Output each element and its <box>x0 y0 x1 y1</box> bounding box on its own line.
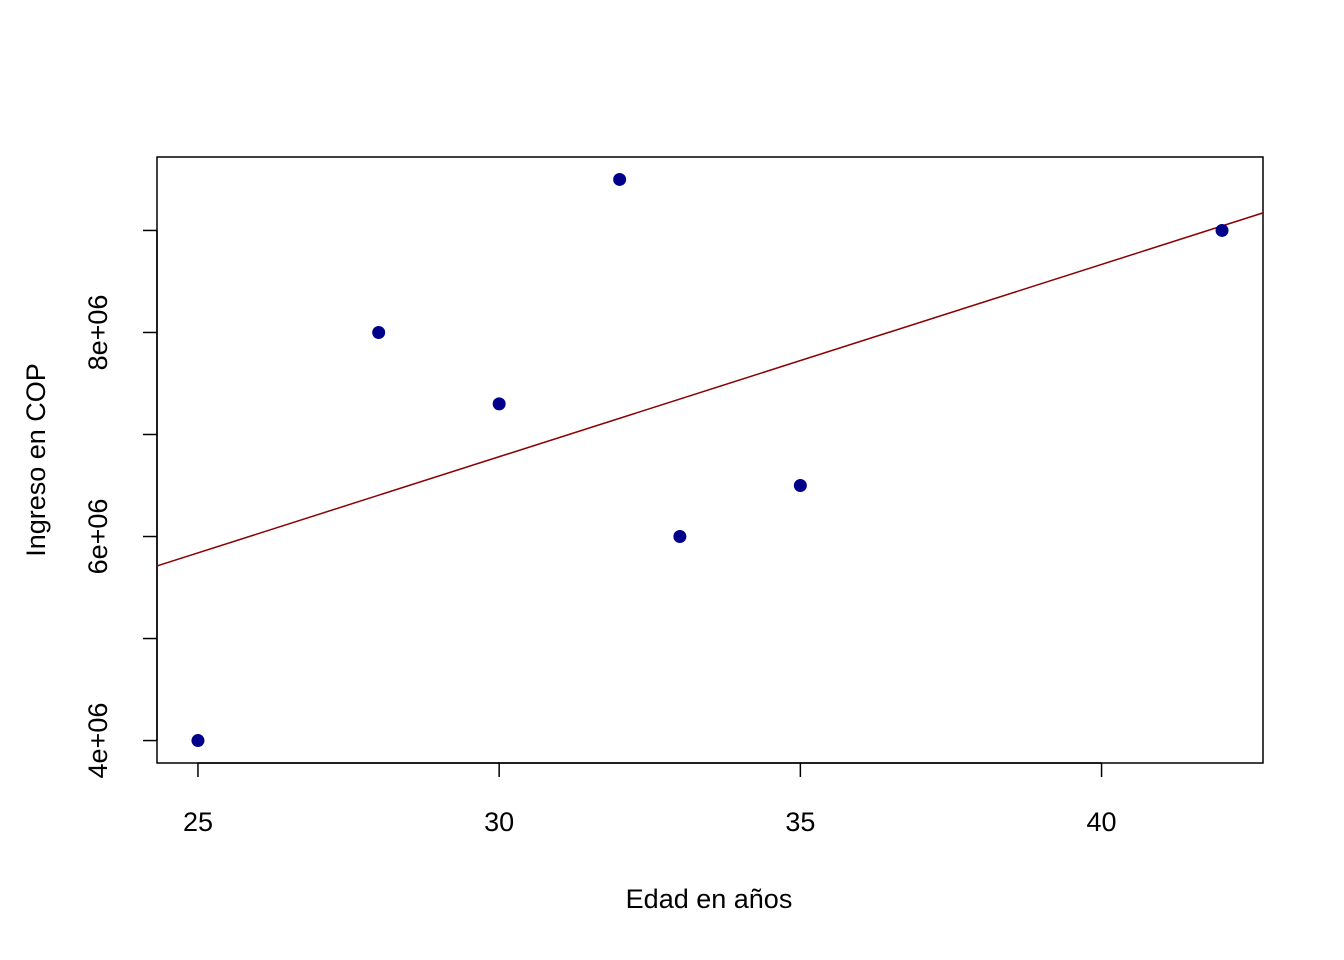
point <box>492 397 506 411</box>
trend-line <box>156 212 1264 567</box>
y-tick-label: 8e+06 <box>83 295 113 371</box>
x-tick-label: 30 <box>484 807 514 837</box>
point <box>613 172 627 186</box>
x-tick-label: 35 <box>785 807 815 837</box>
plot-frame <box>156 156 1264 764</box>
point <box>673 530 687 544</box>
point <box>191 734 205 748</box>
point <box>1215 223 1229 237</box>
y-tick-label: 4e+06 <box>83 703 113 779</box>
x-axis-title: Edad en años <box>626 884 793 914</box>
y-axis-title: Ingreso en COP <box>21 363 51 557</box>
point <box>372 325 386 339</box>
x-tick-label: 25 <box>183 807 213 837</box>
y-tick-label: 6e+06 <box>83 499 113 575</box>
x-tick-label: 40 <box>1087 807 1117 837</box>
point <box>793 479 807 493</box>
